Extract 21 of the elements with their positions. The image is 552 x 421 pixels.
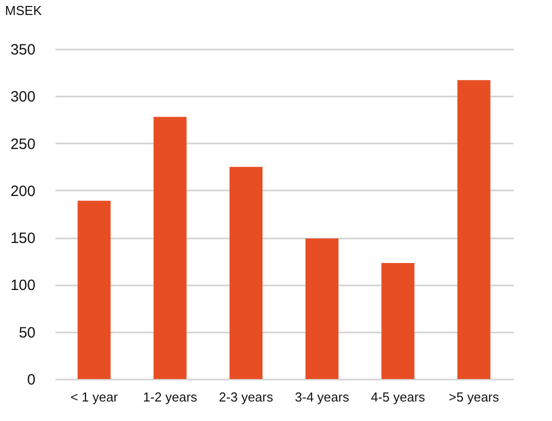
x-tick-label: 3-4 years	[294, 390, 350, 404]
x-tick-label: 4-5 years	[370, 390, 426, 404]
x-tick-label: 2-3 years	[218, 390, 274, 404]
y-tick-label: 0	[27, 372, 36, 388]
bar	[305, 238, 338, 379]
y-tick-label: 350	[10, 42, 36, 58]
bar	[78, 200, 111, 379]
y-axis-title: MSEK	[5, 3, 42, 18]
y-tick-label: 150	[10, 230, 36, 248]
bar	[154, 116, 187, 379]
y-tick-label: 50	[18, 324, 36, 342]
y-tick-label: 250	[10, 136, 36, 153]
x-tick-label: >5 years	[448, 390, 500, 404]
x-tick-label: 1-2 years	[142, 390, 198, 404]
bar	[381, 263, 414, 379]
y-tick-label: 100	[10, 277, 36, 294]
y-tick-label: 200	[10, 182, 36, 200]
bar	[457, 80, 490, 379]
bar	[230, 166, 263, 379]
y-tick-label: 300	[10, 88, 36, 106]
x-tick-label: < 1 year	[70, 390, 118, 404]
